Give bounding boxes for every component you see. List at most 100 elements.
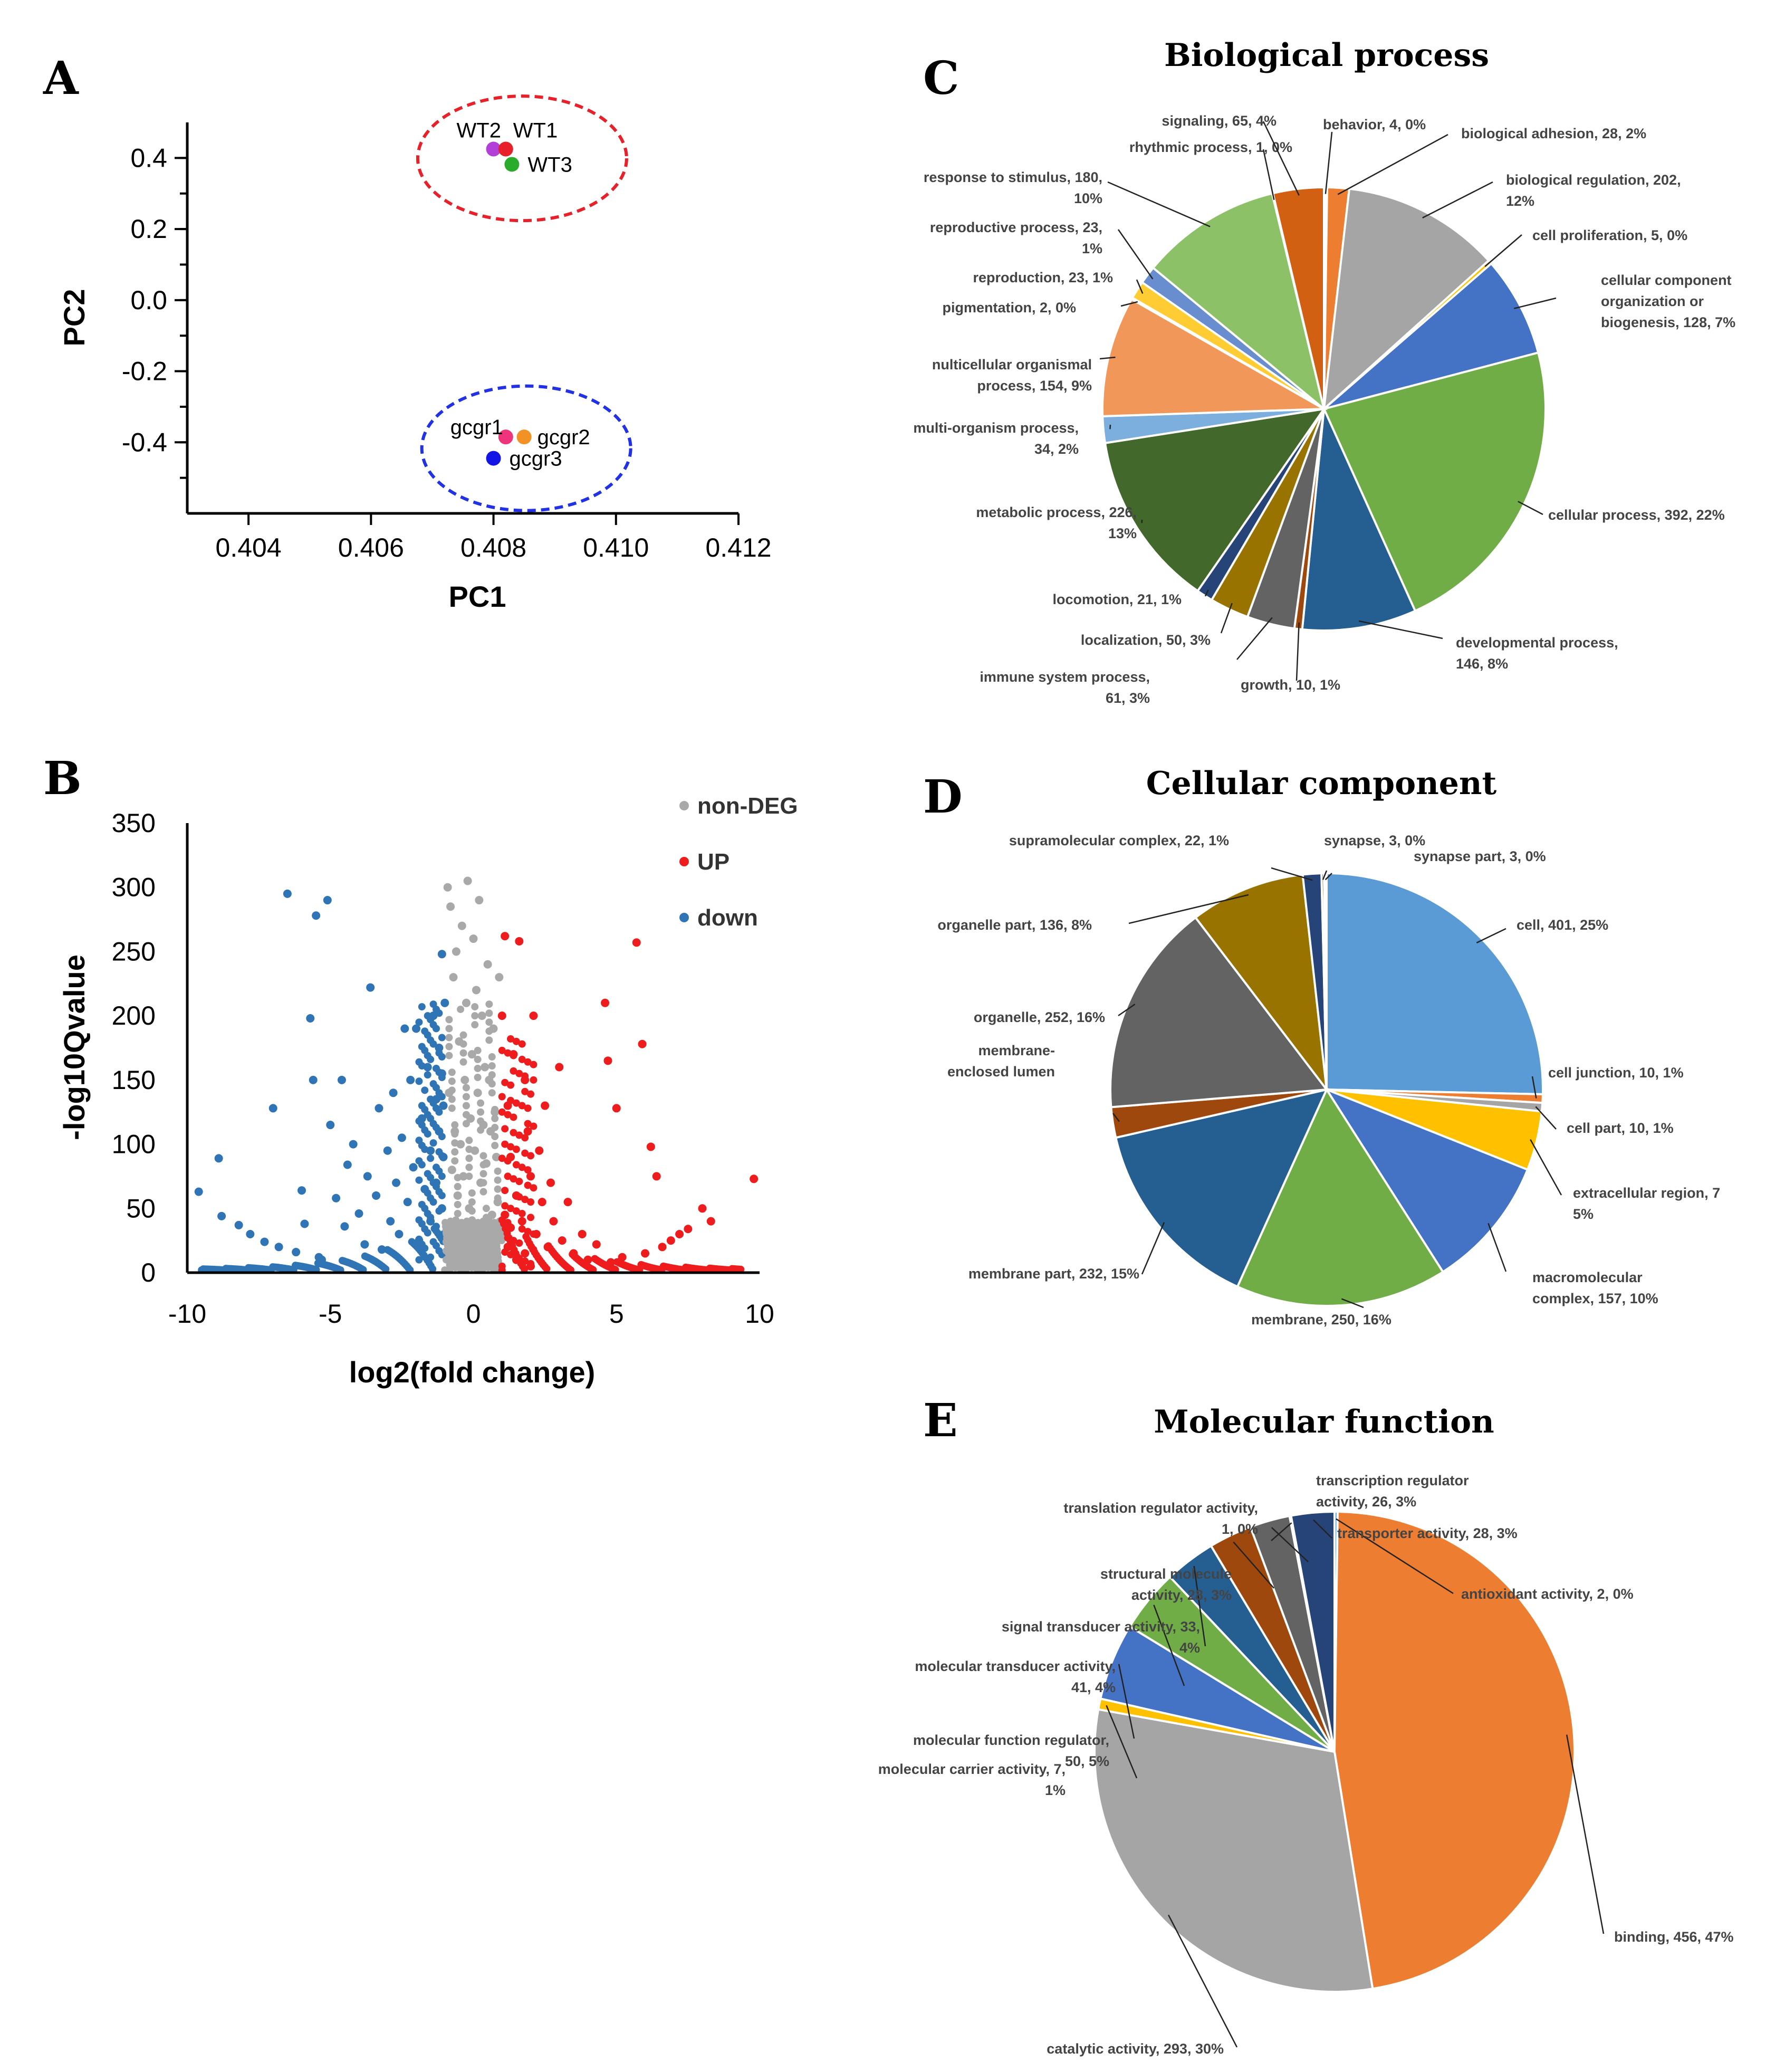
pie-title-biological-process: Biological process <box>1164 37 1489 74</box>
slice-label: molecular function regulator, <box>913 1732 1109 1748</box>
point-down <box>424 1189 431 1197</box>
slice-label: 41, 4% <box>1071 1679 1116 1695</box>
point-UP <box>706 1217 715 1226</box>
point-UP <box>521 1196 529 1204</box>
slice-label: structural molecule <box>1100 1566 1232 1582</box>
point-UP <box>507 1081 515 1089</box>
point-down <box>438 1152 446 1160</box>
panel-label-b: B <box>43 752 82 805</box>
point-down <box>292 1248 301 1257</box>
point-UP <box>521 1087 529 1095</box>
x-axis-title: log2(fold change) <box>349 1355 596 1389</box>
group-ellipse-gcgr <box>420 384 632 512</box>
leader-line <box>1312 1519 1332 1539</box>
point-non-DEG <box>454 1191 462 1199</box>
point-UP <box>541 1101 550 1110</box>
point-UP <box>524 1228 532 1236</box>
panel-label-a: A <box>43 52 79 105</box>
point-non-DEG <box>451 1139 459 1147</box>
x-tick-label: 0.404 <box>216 533 282 562</box>
point-UP <box>504 1157 512 1165</box>
point-non-DEG <box>482 1214 490 1221</box>
point-non-DEG <box>471 1250 479 1258</box>
slice-cell <box>1326 872 1544 1096</box>
point-non-DEG <box>454 1210 462 1218</box>
point-down <box>429 1265 437 1273</box>
point-down <box>354 1209 363 1218</box>
pie-title-cellular-component: Cellular component <box>1146 765 1497 802</box>
point-non-DEG <box>448 1095 456 1103</box>
point-non-DEG <box>474 1064 482 1072</box>
point-non-DEG <box>462 998 471 1007</box>
point-down <box>309 1075 318 1084</box>
point-UP <box>750 1175 759 1183</box>
point-down <box>424 1130 431 1138</box>
point-non-DEG <box>482 1223 490 1230</box>
point-down <box>363 1172 372 1181</box>
point-UP <box>521 1265 529 1273</box>
leader-line <box>1118 1004 1136 1017</box>
leader-line <box>1193 1565 1206 1647</box>
point-UP <box>504 1172 512 1180</box>
point-UP <box>507 1143 515 1151</box>
point-down <box>421 1046 429 1054</box>
slice-label: cellular process, 392, 22% <box>1548 507 1725 523</box>
x-tick-label: 5 <box>609 1299 624 1329</box>
point-non-DEG <box>474 1073 482 1081</box>
point-label-WT3: WT3 <box>527 153 572 176</box>
point-UP <box>501 1187 509 1195</box>
point-UP <box>603 1056 612 1065</box>
point-UP <box>646 1142 655 1151</box>
slice-label: pigmentation, 2, 0% <box>942 300 1076 316</box>
point-non-DEG <box>488 1071 496 1079</box>
slice-label: synapse, 3, 0% <box>1324 833 1425 848</box>
point-UP <box>527 1090 534 1098</box>
point-UP <box>498 1108 506 1116</box>
point-non-DEG <box>454 1182 462 1190</box>
point-UP <box>518 1040 526 1048</box>
point-UP <box>538 1198 546 1207</box>
point-UP <box>546 1178 555 1187</box>
point-down <box>421 1086 429 1094</box>
point-down <box>340 1222 349 1231</box>
leader-line <box>1117 229 1154 280</box>
leader-line <box>1358 620 1443 639</box>
axis-ticks: 0.404 0.406 0.408 0.410 0.412 0.4 0.2 0.0 -0.2 -0… <box>122 143 772 562</box>
slice-cellular-component-organization-or-biogenesis <box>1323 262 1540 410</box>
point-non-DEG <box>491 1132 499 1140</box>
slice-label: organelle part, 136, 8% <box>937 917 1092 933</box>
slice-label: 1% <box>1045 1782 1066 1798</box>
point-non-DEG <box>463 876 472 885</box>
point-UP <box>527 1214 534 1221</box>
leader-line <box>1513 297 1557 309</box>
point-down <box>337 1075 346 1084</box>
point-down <box>409 1163 418 1172</box>
slice-label: nulticellular organismal <box>932 357 1092 373</box>
leader-line <box>1099 356 1116 360</box>
point-UP <box>512 1161 520 1169</box>
point-down <box>426 1146 435 1155</box>
point-non-DEG <box>451 1130 459 1138</box>
x-tick-label: 0.406 <box>338 533 404 562</box>
point-UP <box>737 1265 745 1273</box>
point-down <box>415 1256 423 1264</box>
pie-title-molecular-function: Molecular function <box>1154 1403 1494 1440</box>
slice-label: enclosed lumen <box>947 1064 1055 1080</box>
leader-line <box>1112 1113 1120 1122</box>
point-UP <box>675 1229 684 1238</box>
slice-label: synapse part, 3, 0% <box>1414 848 1546 864</box>
point-non-DEG <box>448 1077 456 1085</box>
slice-label: multi-organism process, <box>913 420 1079 436</box>
point-down <box>435 1167 443 1175</box>
point-UP <box>510 1237 517 1245</box>
point-down <box>437 950 446 959</box>
leader-line <box>1271 867 1313 881</box>
point-UP <box>512 1099 520 1107</box>
point-UP <box>529 1011 538 1020</box>
point-UP <box>530 1184 538 1192</box>
slice-label: biological regulation, 202, <box>1506 172 1681 188</box>
point-down <box>440 998 449 1007</box>
x-tick-label: 0 <box>466 1299 481 1329</box>
slice-label: organelle, 252, 16% <box>974 1009 1105 1025</box>
point-non-DEG <box>459 1031 467 1039</box>
